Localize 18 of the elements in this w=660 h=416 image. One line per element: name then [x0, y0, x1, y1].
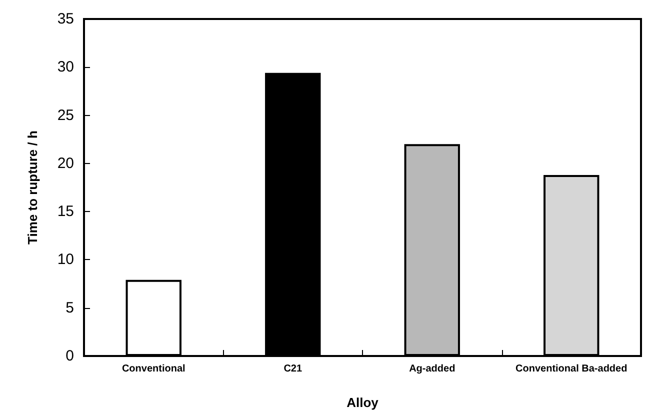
y-tick-label: 15 [57, 203, 74, 220]
bar [265, 72, 321, 356]
x-tick-label: Ag-added [409, 364, 456, 374]
x-tick-label: Conventional Ba-added [516, 364, 628, 374]
y-tick-label: 20 [57, 154, 74, 172]
y-tick-label: 10 [57, 251, 74, 268]
bar [404, 144, 460, 356]
y-axis-title: Time to rupture / h [25, 130, 40, 244]
y-tick-label: 35 [57, 10, 74, 28]
y-tick-label: 25 [57, 106, 74, 124]
y-tick-label: 30 [57, 58, 74, 76]
bar [126, 280, 182, 356]
bar [544, 174, 600, 356]
x-axis-title: Alloy [346, 395, 380, 410]
y-tick-label: 0 [66, 348, 74, 364]
x-tick-label: Conventional [122, 364, 186, 374]
x-tick-label: C21 [284, 364, 302, 374]
y-tick-label: 5 [66, 299, 74, 316]
